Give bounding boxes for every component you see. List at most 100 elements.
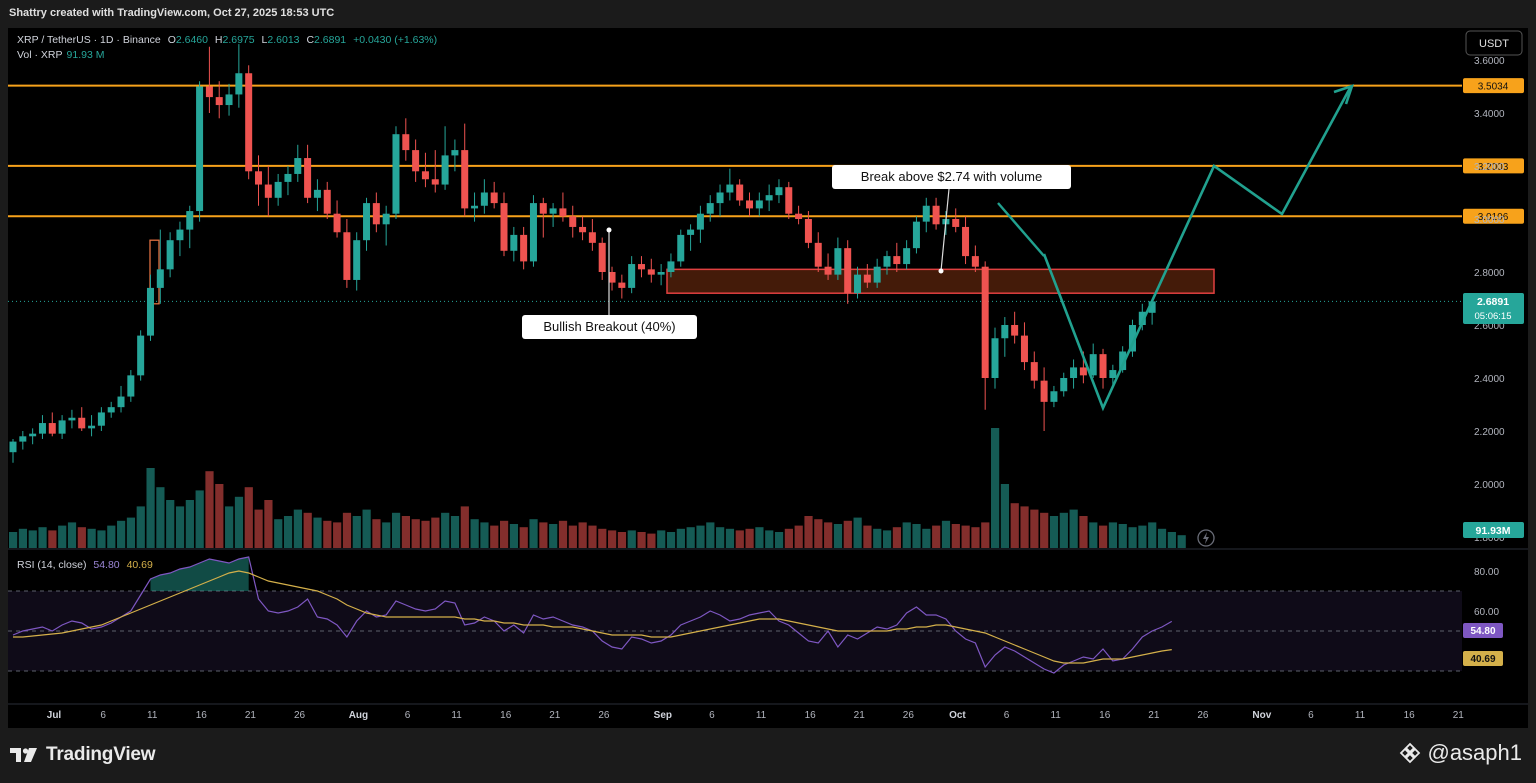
volume-bar [1138, 525, 1147, 548]
volume-bar [882, 530, 892, 548]
lightning-icon[interactable] [1197, 529, 1215, 547]
projection-start [997, 202, 1045, 257]
volume-bar [87, 528, 96, 548]
volume-bar [244, 487, 253, 548]
candle-body [588, 232, 596, 243]
volume-bar [568, 525, 577, 548]
x-tick-label: 16 [196, 710, 208, 721]
candle-body [1099, 354, 1107, 378]
candle-body [952, 219, 960, 227]
volume-bar [598, 528, 607, 548]
volume-bar [932, 525, 941, 548]
volume-bar [136, 506, 145, 548]
candle-body [765, 195, 773, 201]
candle-body [696, 213, 704, 230]
volume-bar [48, 530, 57, 548]
x-tick-label: 6 [405, 710, 411, 721]
volume-bar [303, 512, 312, 548]
candle-body [1109, 370, 1117, 378]
candle-body [1070, 367, 1078, 378]
volume-bar [804, 516, 813, 548]
volume-bar [529, 519, 538, 548]
price-chart[interactable]: 3.5034 3.2003 3.0106 80.00 60.00 Bullish Br… [8, 28, 1528, 728]
candle-body [1079, 367, 1087, 376]
candle-body [539, 203, 547, 214]
candle-body [716, 192, 724, 204]
volume-bar [480, 522, 489, 548]
volume-bar [912, 524, 921, 548]
volume-bar [382, 522, 391, 548]
annotation-label-box [522, 315, 697, 339]
x-tick-label: Oct [949, 710, 966, 721]
x-tick-label: 16 [805, 710, 817, 721]
candle-body [1040, 380, 1048, 402]
candle-body [19, 436, 27, 442]
candle-body [922, 205, 930, 222]
candle-body [814, 242, 822, 267]
volume-bar [608, 530, 617, 548]
volume-bar [765, 530, 774, 548]
candle-body [225, 94, 233, 106]
level-label: 3.5034 [1478, 82, 1509, 93]
candle-body [1060, 378, 1068, 392]
price-tick-label: 3.6000 [1474, 56, 1505, 67]
x-tick-label: 26 [1197, 710, 1209, 721]
annotation-dot [938, 268, 944, 274]
x-tick-label: 26 [903, 710, 915, 721]
candle-body [647, 269, 655, 275]
candle-body [431, 179, 439, 185]
candle-body [313, 189, 321, 198]
last-price-tag: 2.6891 05:06:15 [1463, 293, 1524, 324]
svg-text:40.69: 40.69 [1470, 654, 1495, 665]
volume-bar [1128, 527, 1137, 548]
candle-body [471, 205, 479, 209]
volume-bar [195, 490, 204, 548]
rsi-label: RSI (14, close) [17, 559, 86, 571]
candle-body [883, 256, 891, 267]
annotation-label: Bullish Breakout (40%) [543, 319, 675, 334]
rsi-legend-ma: 40.69 [127, 559, 153, 571]
volume-bar [637, 532, 646, 548]
candle-body [549, 208, 557, 214]
candle-body [569, 216, 577, 227]
volume-bar [833, 524, 843, 548]
price-tick-label: 2.6000 [1474, 321, 1505, 332]
currency-button[interactable]: USDT [1465, 30, 1523, 56]
volume-bar [1108, 522, 1118, 548]
candle-body [834, 248, 842, 275]
candle-body [480, 192, 488, 206]
price-tick-label: 3.2000 [1474, 162, 1505, 173]
volume-bar [274, 519, 283, 548]
candle-body [196, 86, 204, 212]
candle-body [677, 234, 685, 262]
price-tick-label: 2.2000 [1474, 427, 1505, 438]
candle-body [687, 229, 695, 235]
candle-body [127, 375, 135, 397]
x-tick-label: 21 [549, 710, 561, 721]
candle-body [372, 203, 380, 225]
candle-body [706, 203, 714, 214]
volume-bar [549, 524, 558, 548]
x-tick-label: Nov [1252, 710, 1271, 721]
candle-body [667, 261, 675, 272]
volume-bar [450, 516, 460, 548]
candle-body [903, 248, 911, 265]
volume-bar [539, 522, 548, 548]
volume-bar [1177, 535, 1186, 548]
volume-bar [774, 532, 784, 548]
volume-bar [323, 520, 332, 548]
watermark-text: @asaph1 [1427, 740, 1522, 765]
candle-body [382, 213, 390, 225]
volume-bar [1079, 516, 1088, 548]
candle-body [962, 226, 970, 257]
volume-bar [696, 525, 705, 548]
volume-bar [1069, 509, 1078, 548]
volume-bar [853, 517, 862, 548]
candle-body [608, 272, 616, 283]
candle-body [29, 433, 37, 437]
volume-bar [1157, 528, 1167, 548]
candle-body [991, 338, 999, 378]
tradingview-logo[interactable]: TradingView [10, 744, 156, 766]
rsi-tick-label: 60.00 [1474, 607, 1499, 618]
volume-bar [725, 528, 735, 548]
